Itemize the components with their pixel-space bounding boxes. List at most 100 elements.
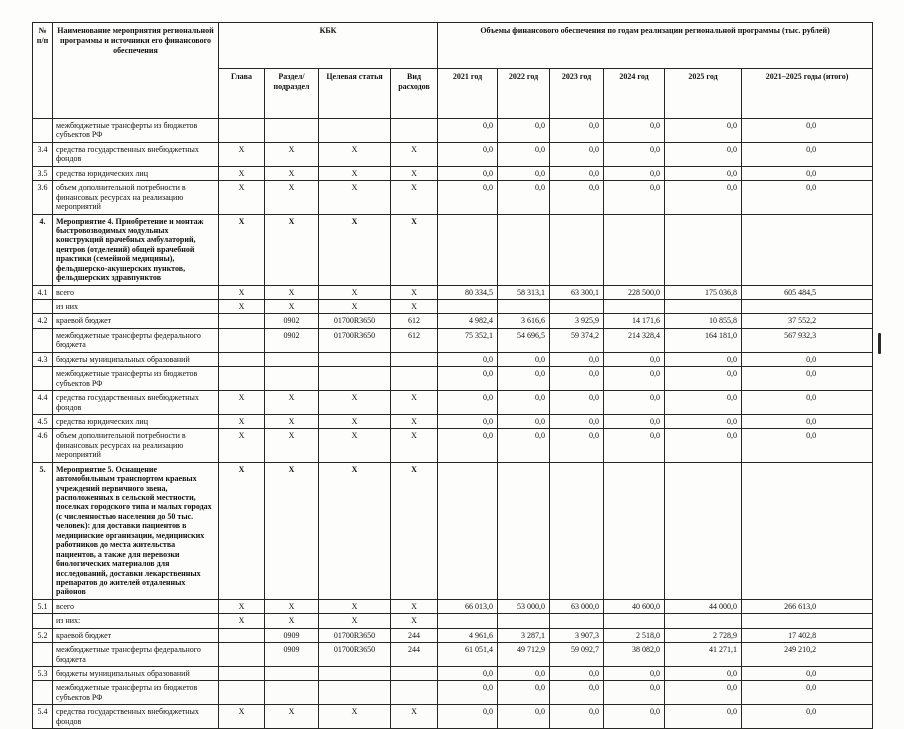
value-total: 567 932,3 [741,327,874,353]
row-number [32,680,53,706]
kbk-glava [218,327,265,353]
table-row: межбюджетные трансферты федерального бюд… [32,642,874,667]
row-label: бюджеты муниципальных образований [52,351,219,368]
value-2025: 0,0 [664,428,743,463]
value-2025: 0,0 [664,165,743,182]
value-total: 266 613,0 [741,598,874,615]
value-2024 [603,461,666,600]
kbk-tselevaya-statya: 01700R3650 [318,327,391,353]
value-2025: 0,0 [664,118,743,143]
row-label: краевой бюджет [52,313,219,329]
value-2021: 66 013,0 [437,598,499,615]
kbk-glava: X [218,413,265,430]
kbk-glava: X [218,428,265,463]
value-2021: 75 352,1 [437,327,499,353]
value-2021: 0,0 [437,118,499,143]
value-2024: 0,0 [603,165,666,182]
kbk-vid-raskhodov [389,366,439,392]
col-header-2024: 2024 год [603,68,666,119]
col-header-2023: 2023 год [549,68,605,119]
value-2025: 41 271,1 [664,642,743,667]
value-2021: 80 334,5 [437,284,499,301]
value-total [741,213,874,286]
kbk-tselevaya-statya: X [318,598,391,615]
value-2022: 0,0 [497,180,551,215]
col-header-2022: 2022 год [497,68,551,119]
table-row: 3.5 средства юридических лиц X X X X 0,0 0,0 0,0… [32,165,874,182]
kbk-vid-raskhodov: X [389,298,439,315]
value-total [741,613,874,629]
value-total: 0,0 [741,351,874,368]
row-label: средства юридических лиц [52,165,219,182]
table-row: 5.3 бюджеты муниципальных образований 0,0 0… [32,665,874,682]
value-2023: 59 092,7 [549,642,605,667]
kbk-glava [218,351,265,368]
kbk-tselevaya-statya: X [318,298,391,315]
value-2021: 0,0 [437,351,499,368]
table-row: межбюджетные трансферты федерального бюд… [32,327,874,353]
kbk-glava [218,665,265,682]
value-2022 [497,613,551,629]
value-2023: 0,0 [549,390,605,415]
kbk-razdel [264,680,319,706]
value-2023: 63 300,1 [549,284,605,301]
kbk-vid-raskhodov: X [389,180,439,215]
row-number: 3.5 [32,165,53,182]
value-total: 17 402,8 [741,627,874,644]
kbk-glava: X [218,180,265,215]
value-2022: 49 712,9 [497,642,551,667]
row-number: 4.1 [32,284,53,301]
row-number [32,613,53,629]
kbk-glava [218,366,265,392]
col-header-2021: 2021 год [437,68,499,119]
kbk-razdel: X [264,704,319,729]
kbk-razdel [264,118,319,143]
col-header-name: Наименование мероприятия региональной пр… [52,22,219,119]
value-2025 [664,298,743,315]
value-total: 249 210,2 [741,642,874,667]
kbk-vid-raskhodov: X [389,390,439,415]
value-2024 [603,213,666,286]
kbk-razdel: 0902 [264,327,319,353]
row-label: средства государственных внебюджетных фо… [52,141,219,167]
value-2024: 0,0 [603,680,666,706]
value-2025: 44 000,0 [664,598,743,615]
value-2022: 3 616,6 [497,313,551,329]
value-2023 [549,613,605,629]
value-2023: 3 907,3 [549,627,605,644]
value-2024: 214 328,4 [603,327,666,353]
value-total: 0,0 [741,428,874,463]
row-number [32,642,53,667]
col-header-total: 2021–2025 годы (итого) [741,68,874,119]
value-2024: 0,0 [603,428,666,463]
kbk-tselevaya-statya: X [318,413,391,430]
value-2021 [437,213,499,286]
value-total: 0,0 [741,390,874,415]
kbk-razdel: X [264,284,319,301]
kbk-vid-raskhodov: X [389,461,439,600]
kbk-tselevaya-statya: X [318,461,391,600]
col-header-kbk-group: КБК [217,22,439,69]
value-2025: 0,0 [664,665,743,682]
kbk-tselevaya-statya: X [318,704,391,729]
kbk-vid-raskhodov: 244 [389,642,439,667]
kbk-razdel [264,665,319,682]
value-total: 0,0 [741,118,874,143]
row-number: 5.3 [32,665,53,682]
value-total [741,461,874,600]
kbk-tselevaya-statya [318,351,391,368]
value-2023: 0,0 [549,118,605,143]
value-2023: 0,0 [549,366,605,392]
value-2023 [549,213,605,286]
kbk-glava [218,118,265,143]
table-row: 3.6 объем дополнительной потребности в фи… [32,180,874,215]
value-2025: 0,0 [664,180,743,215]
value-2022 [497,298,551,315]
row-number [32,327,53,353]
kbk-glava [218,680,265,706]
value-2021: 0,0 [437,390,499,415]
row-label: средства юридических лиц [52,413,219,430]
kbk-razdel: X [264,213,319,286]
value-2023: 0,0 [549,351,605,368]
row-number: 3.4 [32,141,53,167]
